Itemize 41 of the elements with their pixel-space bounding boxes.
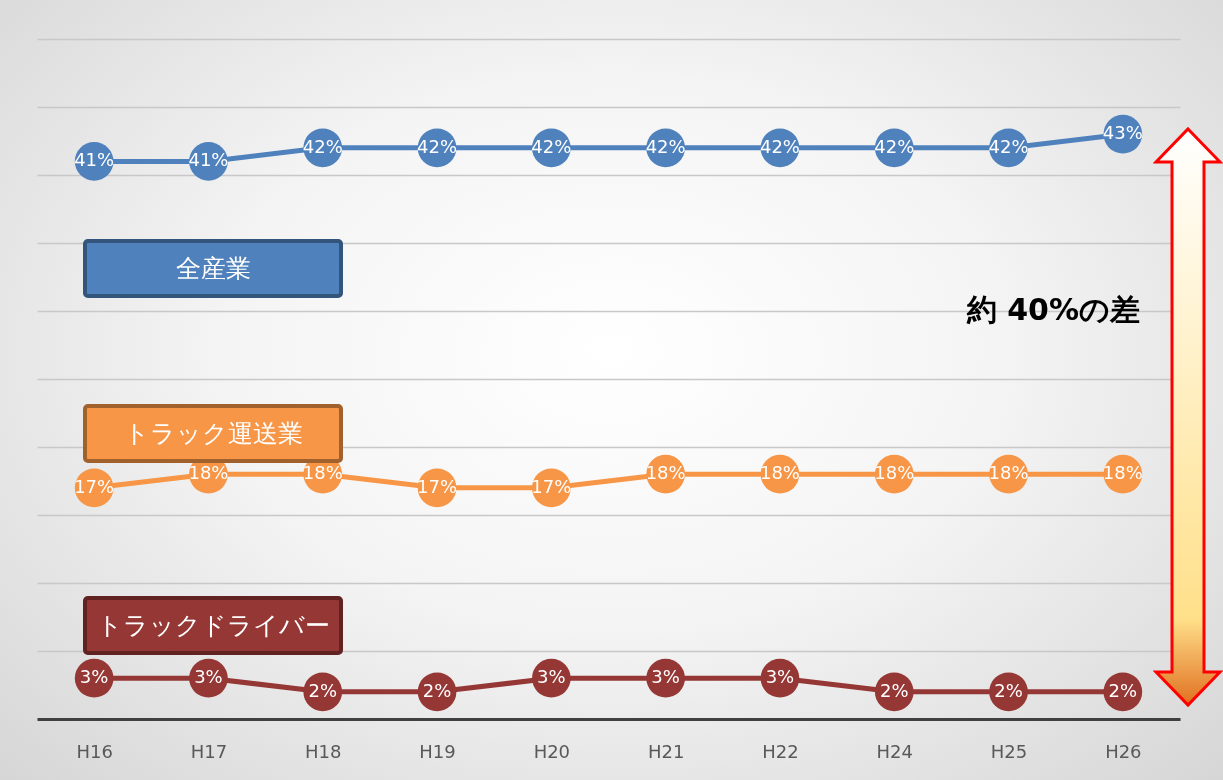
data-label: 42% bbox=[302, 135, 343, 157]
x-tick-label: H18 bbox=[305, 740, 342, 762]
data-label: 18% bbox=[759, 462, 800, 484]
data-label: 18% bbox=[874, 462, 915, 484]
data-label: 42% bbox=[759, 135, 800, 157]
x-tick-label: H17 bbox=[190, 740, 228, 762]
data-label: 41% bbox=[188, 149, 229, 171]
data-label: 41% bbox=[74, 149, 115, 171]
data-label: 3% bbox=[194, 666, 223, 688]
data-label: 3% bbox=[765, 666, 795, 688]
data-label: 17% bbox=[74, 475, 115, 497]
data-label: 18% bbox=[988, 462, 1029, 484]
data-label: 2% bbox=[422, 679, 452, 701]
x-tick-label: H20 bbox=[533, 740, 571, 762]
data-label: 3% bbox=[537, 666, 566, 688]
data-label: 2% bbox=[1108, 679, 1138, 701]
x-tick-label: H16 bbox=[76, 740, 113, 762]
x-tick-label: H19 bbox=[419, 740, 456, 762]
data-label: 2% bbox=[308, 679, 338, 701]
data-label: 43% bbox=[1102, 122, 1143, 144]
x-tick-label: H22 bbox=[762, 740, 799, 762]
data-label: 42% bbox=[988, 135, 1029, 157]
data-label: 42% bbox=[531, 135, 572, 157]
data-label: 42% bbox=[417, 135, 458, 157]
data-label: 42% bbox=[874, 135, 915, 157]
x-tick-label: H26 bbox=[1105, 740, 1142, 762]
x-tick-label: H24 bbox=[876, 740, 913, 762]
data-label: 3% bbox=[651, 666, 680, 688]
x-tick-label: H21 bbox=[647, 740, 685, 762]
x-tick-label: H25 bbox=[990, 740, 1028, 762]
data-label: 2% bbox=[879, 679, 909, 701]
data-label: 18% bbox=[188, 462, 229, 484]
data-label: 18% bbox=[1102, 462, 1143, 484]
data-label: 17% bbox=[417, 475, 458, 497]
data-label: 18% bbox=[645, 462, 686, 484]
data-label: 17% bbox=[531, 475, 572, 497]
data-label: 2% bbox=[994, 679, 1023, 701]
data-label: 18% bbox=[302, 462, 343, 484]
data-label: 42% bbox=[645, 135, 686, 157]
data-label: 3% bbox=[79, 666, 109, 688]
annotation: 約 40%の差 bbox=[965, 292, 1140, 327]
